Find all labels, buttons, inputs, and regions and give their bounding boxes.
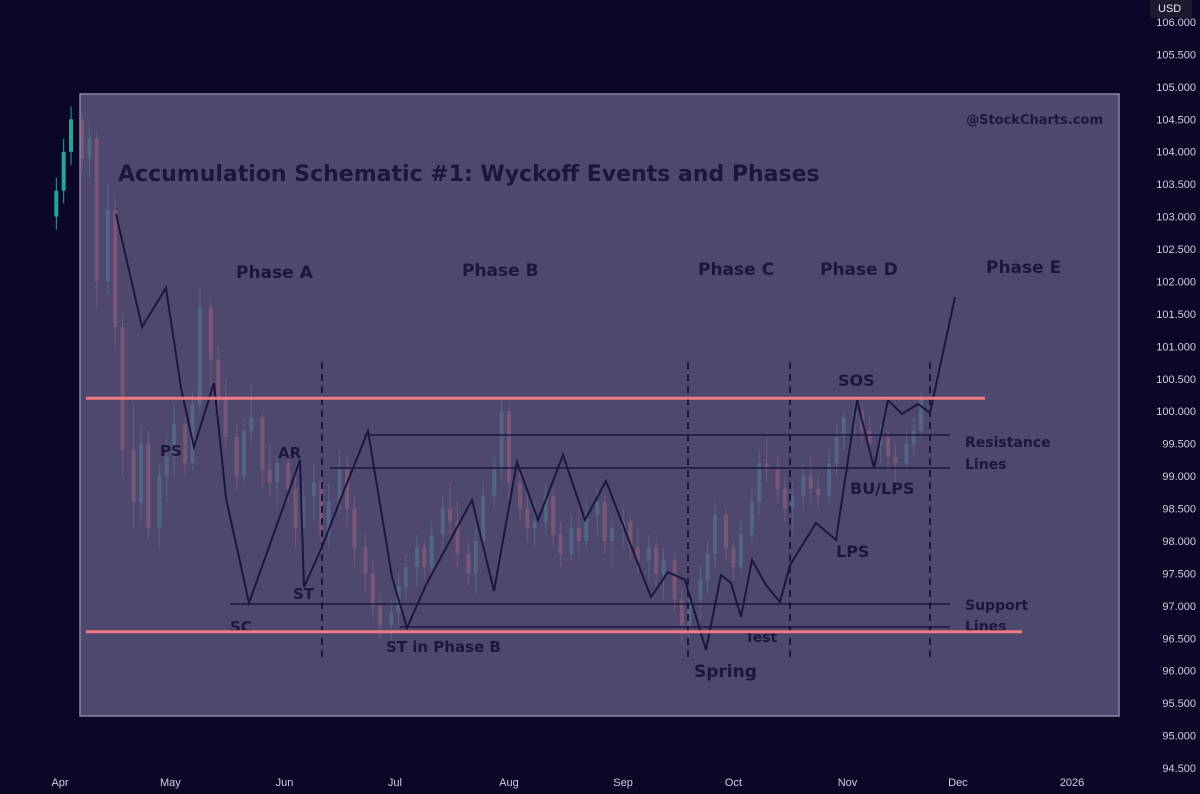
event-bu-lps-label: BU/LPS <box>850 479 914 498</box>
y-tick-label: 99.500 <box>1162 439 1196 451</box>
candle-body <box>61 151 66 191</box>
y-tick-label: 96.000 <box>1162 666 1196 678</box>
y-tick-label: 106.000 <box>1156 17 1196 29</box>
candle-body <box>69 119 74 152</box>
wyckoff-schematic-overlay: @StockCharts.com Accumulation Schematic … <box>79 93 1120 717</box>
key-level-lines <box>86 396 1022 634</box>
x-tick-label: Jun <box>276 777 294 789</box>
y-tick-label: 96.500 <box>1162 633 1196 645</box>
event-test-label: Test <box>745 630 778 646</box>
candle <box>54 177 59 230</box>
y-tick-label: 100.500 <box>1156 374 1196 386</box>
x-tick-label: May <box>160 777 181 789</box>
event-spring-label: Spring <box>694 662 757 682</box>
x-tick-label: Dec <box>948 777 968 789</box>
overlay-panel <box>79 93 1120 717</box>
x-tick-label: Aug <box>499 777 519 789</box>
y-tick-label: 95.000 <box>1162 731 1196 743</box>
y-tick-label: 98.500 <box>1162 504 1196 516</box>
event-ps-label: PS <box>160 442 182 460</box>
x-tick-label: Sep <box>613 777 633 789</box>
y-tick-label: 102.500 <box>1156 244 1196 256</box>
phase-c-label: Phase C <box>698 260 774 280</box>
event-sos-label: SOS <box>838 371 875 390</box>
x-tick-label: Jul <box>388 777 402 789</box>
y-tick-label: 105.500 <box>1156 49 1196 61</box>
y-tick-label: 105.000 <box>1156 82 1196 94</box>
y-tick-label: 97.500 <box>1162 568 1196 580</box>
currency-badge[interactable]: USD <box>1150 0 1192 18</box>
overlay-title: Accumulation Schematic #1: Wyckoff Event… <box>118 162 820 187</box>
x-tick-label: 2026 <box>1060 777 1084 789</box>
schematic-price-path <box>115 213 956 651</box>
phase-b-label: Phase B <box>462 261 539 281</box>
y-tick-label: 101.000 <box>1156 341 1196 353</box>
y-tick-label: 104.000 <box>1156 147 1196 159</box>
time-axis[interactable]: Apr May Jun Jul Aug Sep Oct Nov Dec 2026 <box>51 777 1084 789</box>
y-tick-label: 97.000 <box>1162 601 1196 613</box>
event-lps-label: LPS <box>836 542 869 561</box>
event-st-phase-b-label: ST in Phase B <box>386 638 501 656</box>
price-axis[interactable]: 94.500 95.000 95.500 96.000 96.500 97.000 97.5… <box>1156 17 1196 775</box>
y-tick-label: 100.000 <box>1156 406 1196 418</box>
candle <box>61 138 66 204</box>
y-tick-label: 102.000 <box>1156 276 1196 288</box>
y-tick-label: 95.500 <box>1162 698 1196 710</box>
event-ar-label: AR <box>278 444 302 462</box>
x-tick-label: Oct <box>725 777 742 789</box>
candle-body <box>54 190 59 217</box>
y-tick-label: 101.500 <box>1156 309 1196 321</box>
phase-a-label: Phase A <box>236 263 314 283</box>
resistance-label-line2: Lines <box>965 457 1007 473</box>
y-tick-label: 104.500 <box>1156 114 1196 126</box>
y-tick-label: 99.000 <box>1162 471 1196 483</box>
candle <box>69 106 74 165</box>
event-sc-label: SC <box>230 618 252 636</box>
event-st-label: ST <box>293 585 315 603</box>
x-tick-label: Nov <box>838 777 858 789</box>
overlay-watermark: @StockCharts.com <box>966 113 1103 128</box>
y-tick-label: 103.000 <box>1156 212 1196 224</box>
y-tick-label: 103.500 <box>1156 179 1196 191</box>
phase-d-label: Phase D <box>820 260 898 280</box>
support-label-line1: Support <box>965 598 1029 614</box>
phase-e-label: Phase E <box>986 258 1061 278</box>
y-tick-label: 94.500 <box>1162 763 1196 775</box>
x-tick-label: Apr <box>51 777 68 789</box>
y-tick-label: 98.000 <box>1162 536 1196 548</box>
resistance-label-line1: Resistance <box>965 435 1051 451</box>
